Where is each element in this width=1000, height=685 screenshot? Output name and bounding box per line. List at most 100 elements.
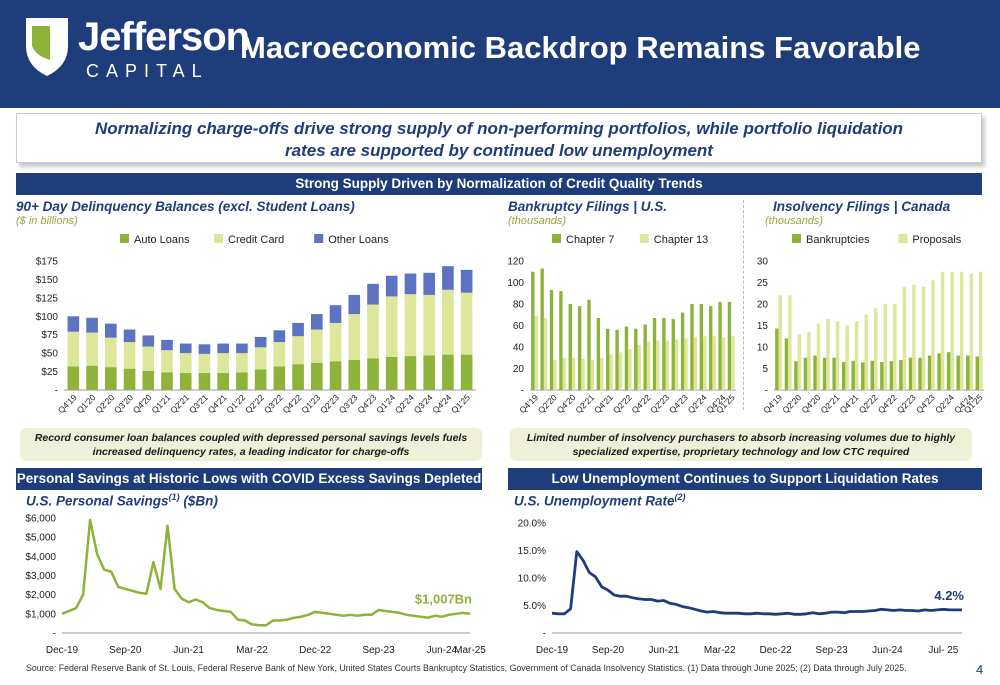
y-tick-label: $25 [41,367,58,378]
bar-chapter-13 [637,344,641,390]
x-tick-label: Q4'21 [206,392,229,415]
x-tick-label: Q2'24 [686,392,709,415]
bar-auto-loans [236,372,248,390]
y-tick-label: 10 [757,343,769,354]
bar-chapter-7 [652,317,657,390]
savings-chart-title: U.S. Personal Savings(1) ($Bn) [26,492,218,509]
insolvency-note: Limited number of insolvency purchasers … [510,428,972,461]
bar-bankruptcies [966,355,970,390]
delinquency-bar-chart: Auto Loans Credit Card Other Loans $175 $150… [36,234,476,415]
bar-chapter-7 [624,326,629,390]
bar-proposals [950,271,954,390]
bar-chapter-13 [665,340,669,390]
delinquency-chart-title: 90+ Day Delinquency Balances (excl. Stud… [16,199,355,214]
bar-bankruptcies [880,362,884,390]
y-tick-label: $125 [36,293,59,304]
x-tick-label: Q2'20 [93,392,116,415]
x-tick-label: Q4'20 [555,392,578,415]
bar-bankruptcies [908,357,913,390]
x-tick-label: Q2'21 [168,392,191,415]
bar-bankruptcies [861,362,865,390]
x-tick-label: Q4'23 [914,392,937,415]
x-tick-label: Q2'23 [648,392,671,415]
bar-other-loans [105,323,117,338]
bar-credit-card [348,314,361,360]
x-tick-label: Q1'24 [374,392,397,415]
logo-wordmark: Jefferson [78,15,250,59]
bar-credit-card [460,292,473,355]
x-tick-label: Q2'20 [536,392,559,415]
y-tick-label: $175 [36,257,59,268]
bar-bankruptcies [918,357,922,390]
bar-credit-card [292,336,304,365]
savings-title-footnote: (1) [168,492,180,502]
x-tick-label: Jun-24 [427,645,458,656]
bar-credit-card [311,329,323,363]
y-tick-label: $75 [41,330,58,341]
bar-chapter-13 [693,337,698,390]
bar-credit-card [423,294,435,356]
header-bar: Jefferson CAPITAL Macroeconomic Backdrop… [0,0,1000,108]
bar-auto-loans [385,356,398,390]
bar-chapter-7 [727,301,732,390]
us-bankruptcy-bar-chart: Chapter 7 Chapter 1312010080604020-Q4'19Q… [507,234,737,415]
bar-chapter-13 [721,337,726,390]
unemployment-title-text: U.S. Unemployment Rate [514,493,675,509]
bar-chapter-7 [559,291,563,390]
bar-credit-card [254,347,267,370]
y-tick-label: 30 [757,257,769,268]
unemployment-chart-title: U.S. Unemployment Rate(2) [514,492,686,509]
bar-bankruptcies [822,357,827,390]
x-tick-label: Q4'22 [630,392,653,415]
bar-other-loans [142,335,155,347]
x-tick-label: Q3'21 [187,392,210,415]
bar-chapter-13 [581,358,585,390]
bar-chapter-7 [718,301,722,390]
x-tick-label: Q2'21 [819,392,842,415]
x-tick-label: Dec-19 [536,645,569,656]
x-tick-label: Q4'22 [876,392,899,415]
bar-bankruptcies [832,357,836,390]
bar-other-loans [423,272,435,295]
bar-chapter-13 [656,340,660,390]
bar-other-loans [123,329,136,343]
bar-chapter-7 [540,268,544,390]
bar-proposals [826,319,830,390]
x-tick-label: Q4'19 [56,392,79,415]
y-tick-label: $3,000 [25,571,56,582]
bar-credit-card [367,304,379,359]
legend-swatch-0 [552,234,561,243]
bar-chapter-7 [643,324,647,390]
x-tick-label: Q1'22 [224,392,247,415]
bar-other-loans [236,343,248,354]
bar-chapter-13 [534,315,538,390]
bar-chapter-13 [571,357,576,390]
x-tick-label: Jul- 25 [928,645,958,656]
series-line [551,550,962,616]
bar-proposals [778,295,783,390]
bar-auto-loans [404,356,417,390]
y-tick-label: 20.0% [518,519,546,530]
bar-auto-loans [273,366,286,390]
y-tick-label: - [521,386,524,397]
x-tick-label: Q1'25 [449,392,472,415]
bar-credit-card [198,353,211,374]
bar-auto-loans [329,361,342,390]
bar-auto-loans [311,362,323,390]
x-tick-label: Q2'23 [895,392,918,415]
legend-label-0: Bankruptcies [806,234,870,246]
bar-auto-loans [198,373,211,390]
y-tick-label: 15.0% [518,546,546,557]
bar-proposals [854,321,859,390]
bar-chapter-7 [634,328,638,390]
y-tick-label: 5.0% [523,601,546,612]
bar-chapter-7 [690,304,694,390]
us-bankruptcy-chart-units: (thousands) [508,215,567,227]
legend-label-0: Chapter 7 [566,234,614,246]
y-tick-label: 40 [513,343,525,354]
bar-auto-loans [105,367,117,390]
bar-auto-loans [423,355,435,390]
bar-chapter-7 [568,304,572,390]
bar-chapter-13 [703,336,707,390]
bar-other-loans [179,343,192,354]
